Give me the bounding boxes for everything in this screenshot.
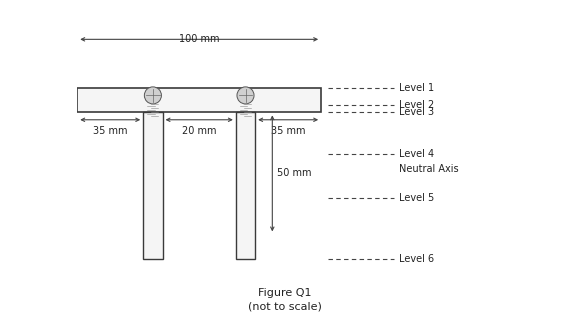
- Text: Figure Q1
(not to scale): Figure Q1 (not to scale): [248, 288, 321, 312]
- Bar: [236, 112, 255, 259]
- Text: 35 mm: 35 mm: [271, 126, 306, 136]
- Bar: [143, 112, 163, 259]
- Text: Level 6: Level 6: [399, 254, 434, 264]
- Text: 35 mm: 35 mm: [93, 126, 127, 136]
- Text: Level 2: Level 2: [399, 100, 434, 110]
- Text: Level 1: Level 1: [399, 83, 434, 93]
- Text: 100 mm: 100 mm: [179, 34, 220, 44]
- Text: Neutral Axis: Neutral Axis: [399, 164, 459, 174]
- Circle shape: [145, 87, 162, 104]
- Text: Level 3: Level 3: [399, 107, 434, 117]
- Text: 50 mm: 50 mm: [277, 168, 312, 178]
- Text: 20 mm: 20 mm: [182, 126, 216, 136]
- Text: Level 4: Level 4: [399, 149, 434, 159]
- Bar: [77, 88, 321, 112]
- Text: Level 5: Level 5: [399, 193, 434, 203]
- Circle shape: [237, 87, 254, 104]
